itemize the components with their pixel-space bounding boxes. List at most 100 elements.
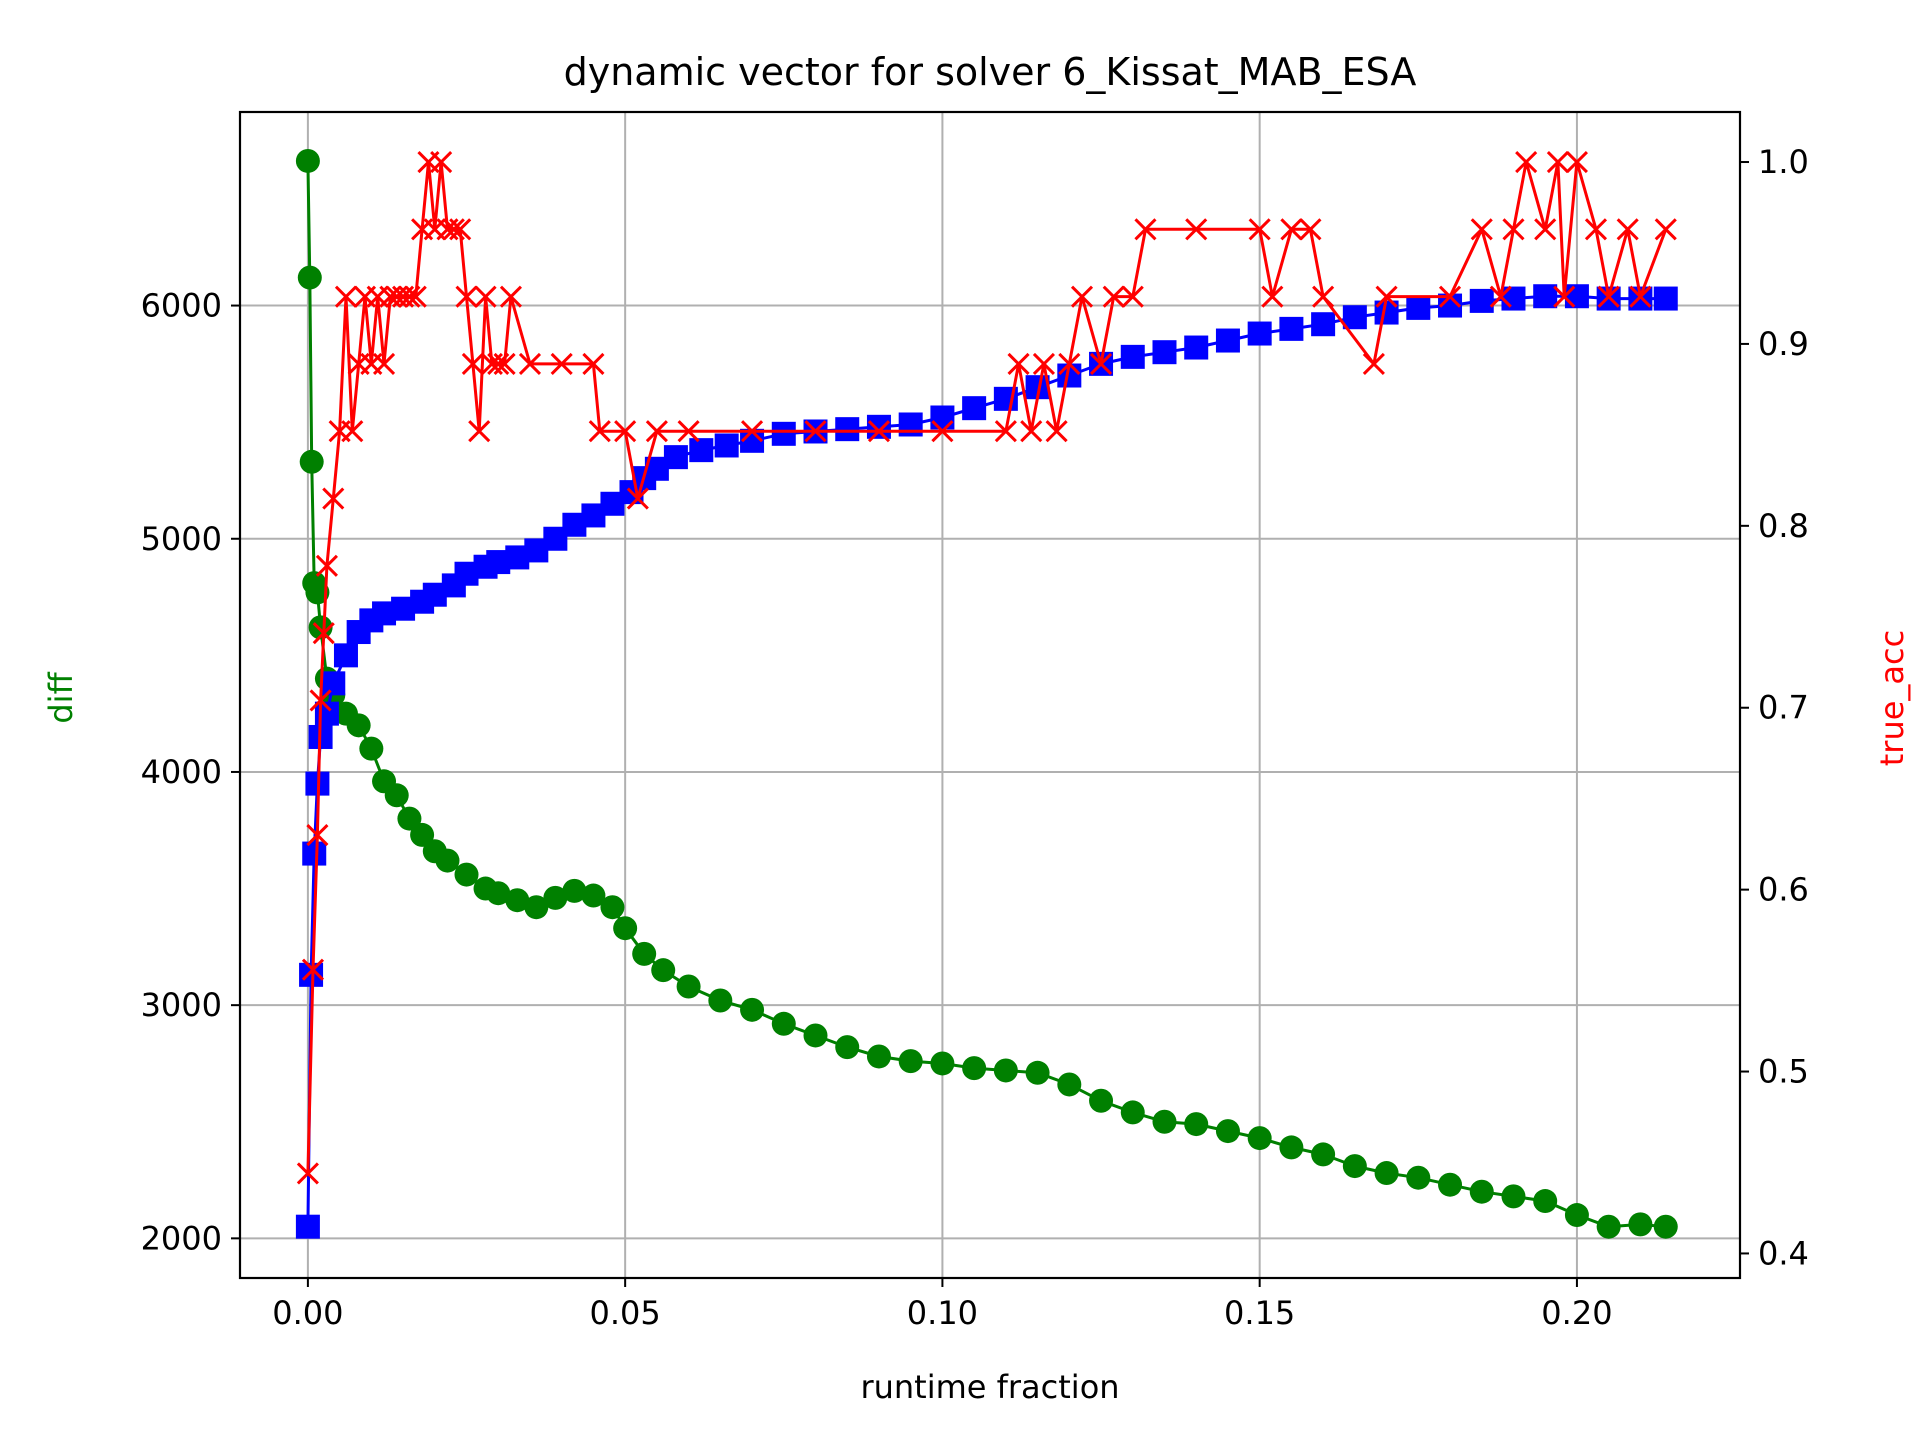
data-point-square [771,421,796,446]
data-point-x [474,285,497,308]
data-point-x [468,420,491,443]
data-point-square [898,412,923,437]
data-point-x [994,420,1017,443]
data-point-circle [581,883,606,908]
data-point-x [449,218,472,241]
data-point-square [1184,335,1209,360]
data-point-x [1070,285,1094,308]
data-point-x [398,285,421,308]
y-left-tick-label: 5000 [141,520,222,558]
data-point-square [1279,316,1304,341]
data-point-x [550,352,573,375]
data-point-x [372,352,396,375]
data-point-x [341,420,364,443]
data-point-square [1215,328,1240,353]
data-point-circle [930,1051,955,1076]
data-point-x [1032,352,1055,375]
data-point-circle [384,783,409,808]
data-point-square [930,405,955,430]
data-point-x [1134,218,1157,241]
data-point-square [1469,288,1494,313]
data-point-x [1045,420,1068,443]
data-point-x [677,420,700,443]
y-right-axis-label: true_acc [1873,630,1911,766]
data-point-circle [1564,1203,1589,1228]
data-point-circle [486,881,511,906]
data-point-square [1120,344,1145,369]
y-left-axis-label: diff [42,671,80,723]
data-point-x [1299,218,1322,241]
data-point-x [645,420,668,443]
data-point-x [1534,218,1557,241]
data-point-square [962,396,987,421]
data-point-x [1102,285,1125,308]
data-point-square [1342,305,1367,330]
data-point-circle [1311,1142,1336,1167]
data-point-x [1375,285,1398,308]
data-point-square [295,1214,320,1239]
data-point-circle [1342,1154,1367,1179]
data-point-x [582,352,605,375]
data-point-circle [600,895,625,920]
data-point-x [1470,218,1493,241]
data-point-x [1058,352,1081,375]
data-point-x [461,352,484,375]
plot-frame [238,110,1742,1280]
data-point-circle [346,713,371,738]
data-point-circle [299,449,324,474]
data-point-circle [962,1056,987,1081]
x-tick-label: 0.20 [1541,1294,1612,1332]
data-point-circle [435,848,460,873]
data-point-circle [505,888,530,913]
chart-title: dynamic vector for solver 6_Kissat_MAB_E… [564,50,1417,94]
data-point-x [315,554,338,577]
data-point-x [1089,352,1113,375]
data-point-x [296,1162,319,1185]
y-left-tick-label: 2000 [141,1219,222,1257]
y-left-tick-label: 3000 [141,986,222,1024]
data-point-circle [866,1044,891,1069]
data-point-x [1546,150,1569,174]
data-point-square [1311,312,1336,337]
data-point-circle [1469,1179,1494,1204]
data-point-circle [297,265,322,290]
data-point-circle [410,822,435,847]
data-point-square [1533,284,1558,309]
data-point-x [312,622,335,645]
data-point-x [309,689,332,712]
data-point-circle [1628,1212,1653,1237]
data-point-circle [708,988,733,1013]
x-tick-label: 0.00 [272,1294,343,1332]
data-point-x [306,824,329,847]
data-point-circle [1438,1172,1463,1197]
data-point-x [1362,352,1385,375]
data-point-x [614,420,637,443]
data-point-circle [305,580,330,605]
data-point-circle [359,736,384,761]
y-left-tick-label: 4000 [141,753,222,791]
data-point-circle [803,1023,828,1048]
axes-layer: 0.00 0.05 0.10 0.15 0.20 2000 3000 4000 5000 6000… [141,143,1809,1332]
data-point-square [1564,284,1589,309]
data-point-circle [740,997,765,1022]
y-left-tick-label: 6000 [141,287,222,325]
data-point-circle [1533,1189,1558,1214]
data-point-circle [1184,1112,1209,1137]
x-tick-label: 0.15 [1224,1294,1295,1332]
y-right-tick-label: 0.7 [1758,689,1809,727]
data-point-x [301,958,325,981]
data-point-circle [1653,1214,1678,1239]
data-point-square [714,433,739,458]
data-point-x [1502,218,1525,241]
data-point-x [804,420,827,443]
series-line [306,160,1668,1174]
data-point-circle [454,862,479,887]
data-point-x [588,420,611,443]
data-point-circle [1406,1165,1431,1190]
data-point-circle [676,974,701,999]
data-point-x [1020,420,1043,443]
data-point-x [867,420,891,443]
data-point-x [499,285,522,308]
